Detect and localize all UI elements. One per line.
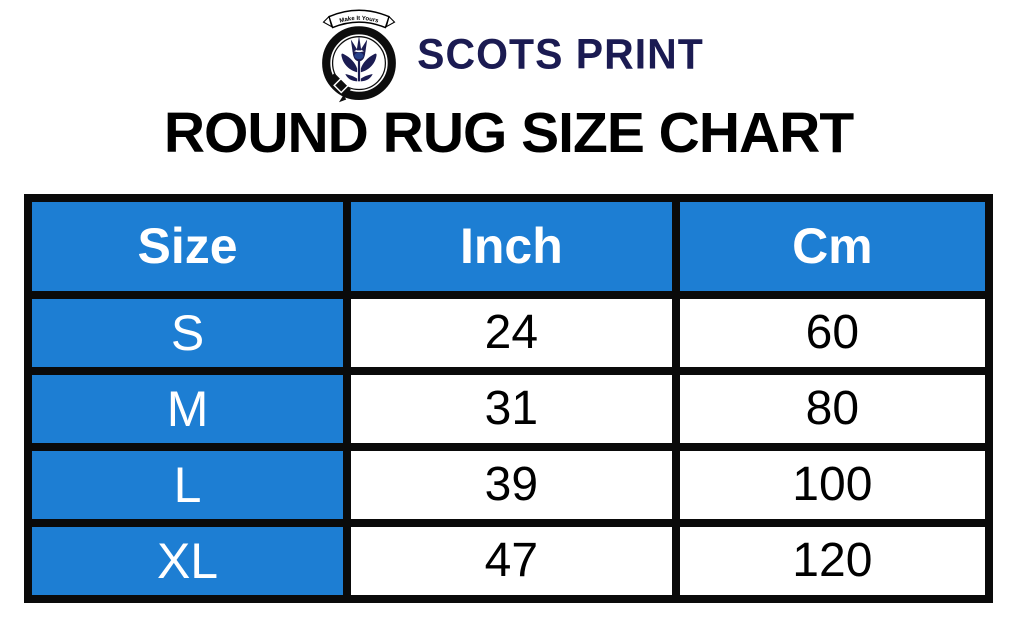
table-row: XL 47 120 [23,518,994,603]
table-row: L 39 100 [23,442,994,527]
size-label: M [23,366,352,451]
cm-value: 80 [671,366,994,451]
motto-text: Make It Yours [339,16,380,25]
cm-value: 100 [671,442,994,527]
inch-value: 47 [343,518,680,603]
header-row: Size Inch Cm [23,193,994,299]
table-row: S 24 60 [23,290,994,375]
inch-value: 31 [343,366,680,451]
column-header-inch: Inch [343,193,680,299]
belt-buckle-icon [328,73,351,103]
column-header-cm: Cm [671,193,994,299]
size-label: L [23,442,352,527]
column-header-size: Size [23,193,352,299]
page-title: ROUND RUG SIZE CHART [163,101,854,165]
size-chart-table: Size Inch Cm S 24 60 M 31 80 L 3 [23,193,994,603]
inch-value: 24 [343,290,680,375]
inch-value: 39 [343,442,680,527]
brand-name: SCOTS PRINT [417,29,704,78]
thistle-icon [341,35,377,82]
brand-header: Make It Yours SCOTS PRINT [0,0,1017,103]
table-row: M 31 80 [23,366,994,451]
size-chart: Size Inch Cm S 24 60 M 31 80 L 3 [23,193,994,603]
size-label: XL [23,518,352,603]
cm-value: 120 [671,518,994,603]
size-label: S [23,290,352,375]
cm-value: 60 [671,290,994,375]
motto-banner: Make It Yours [322,9,396,29]
clan-crest-icon: Make It Yours [322,9,397,103]
